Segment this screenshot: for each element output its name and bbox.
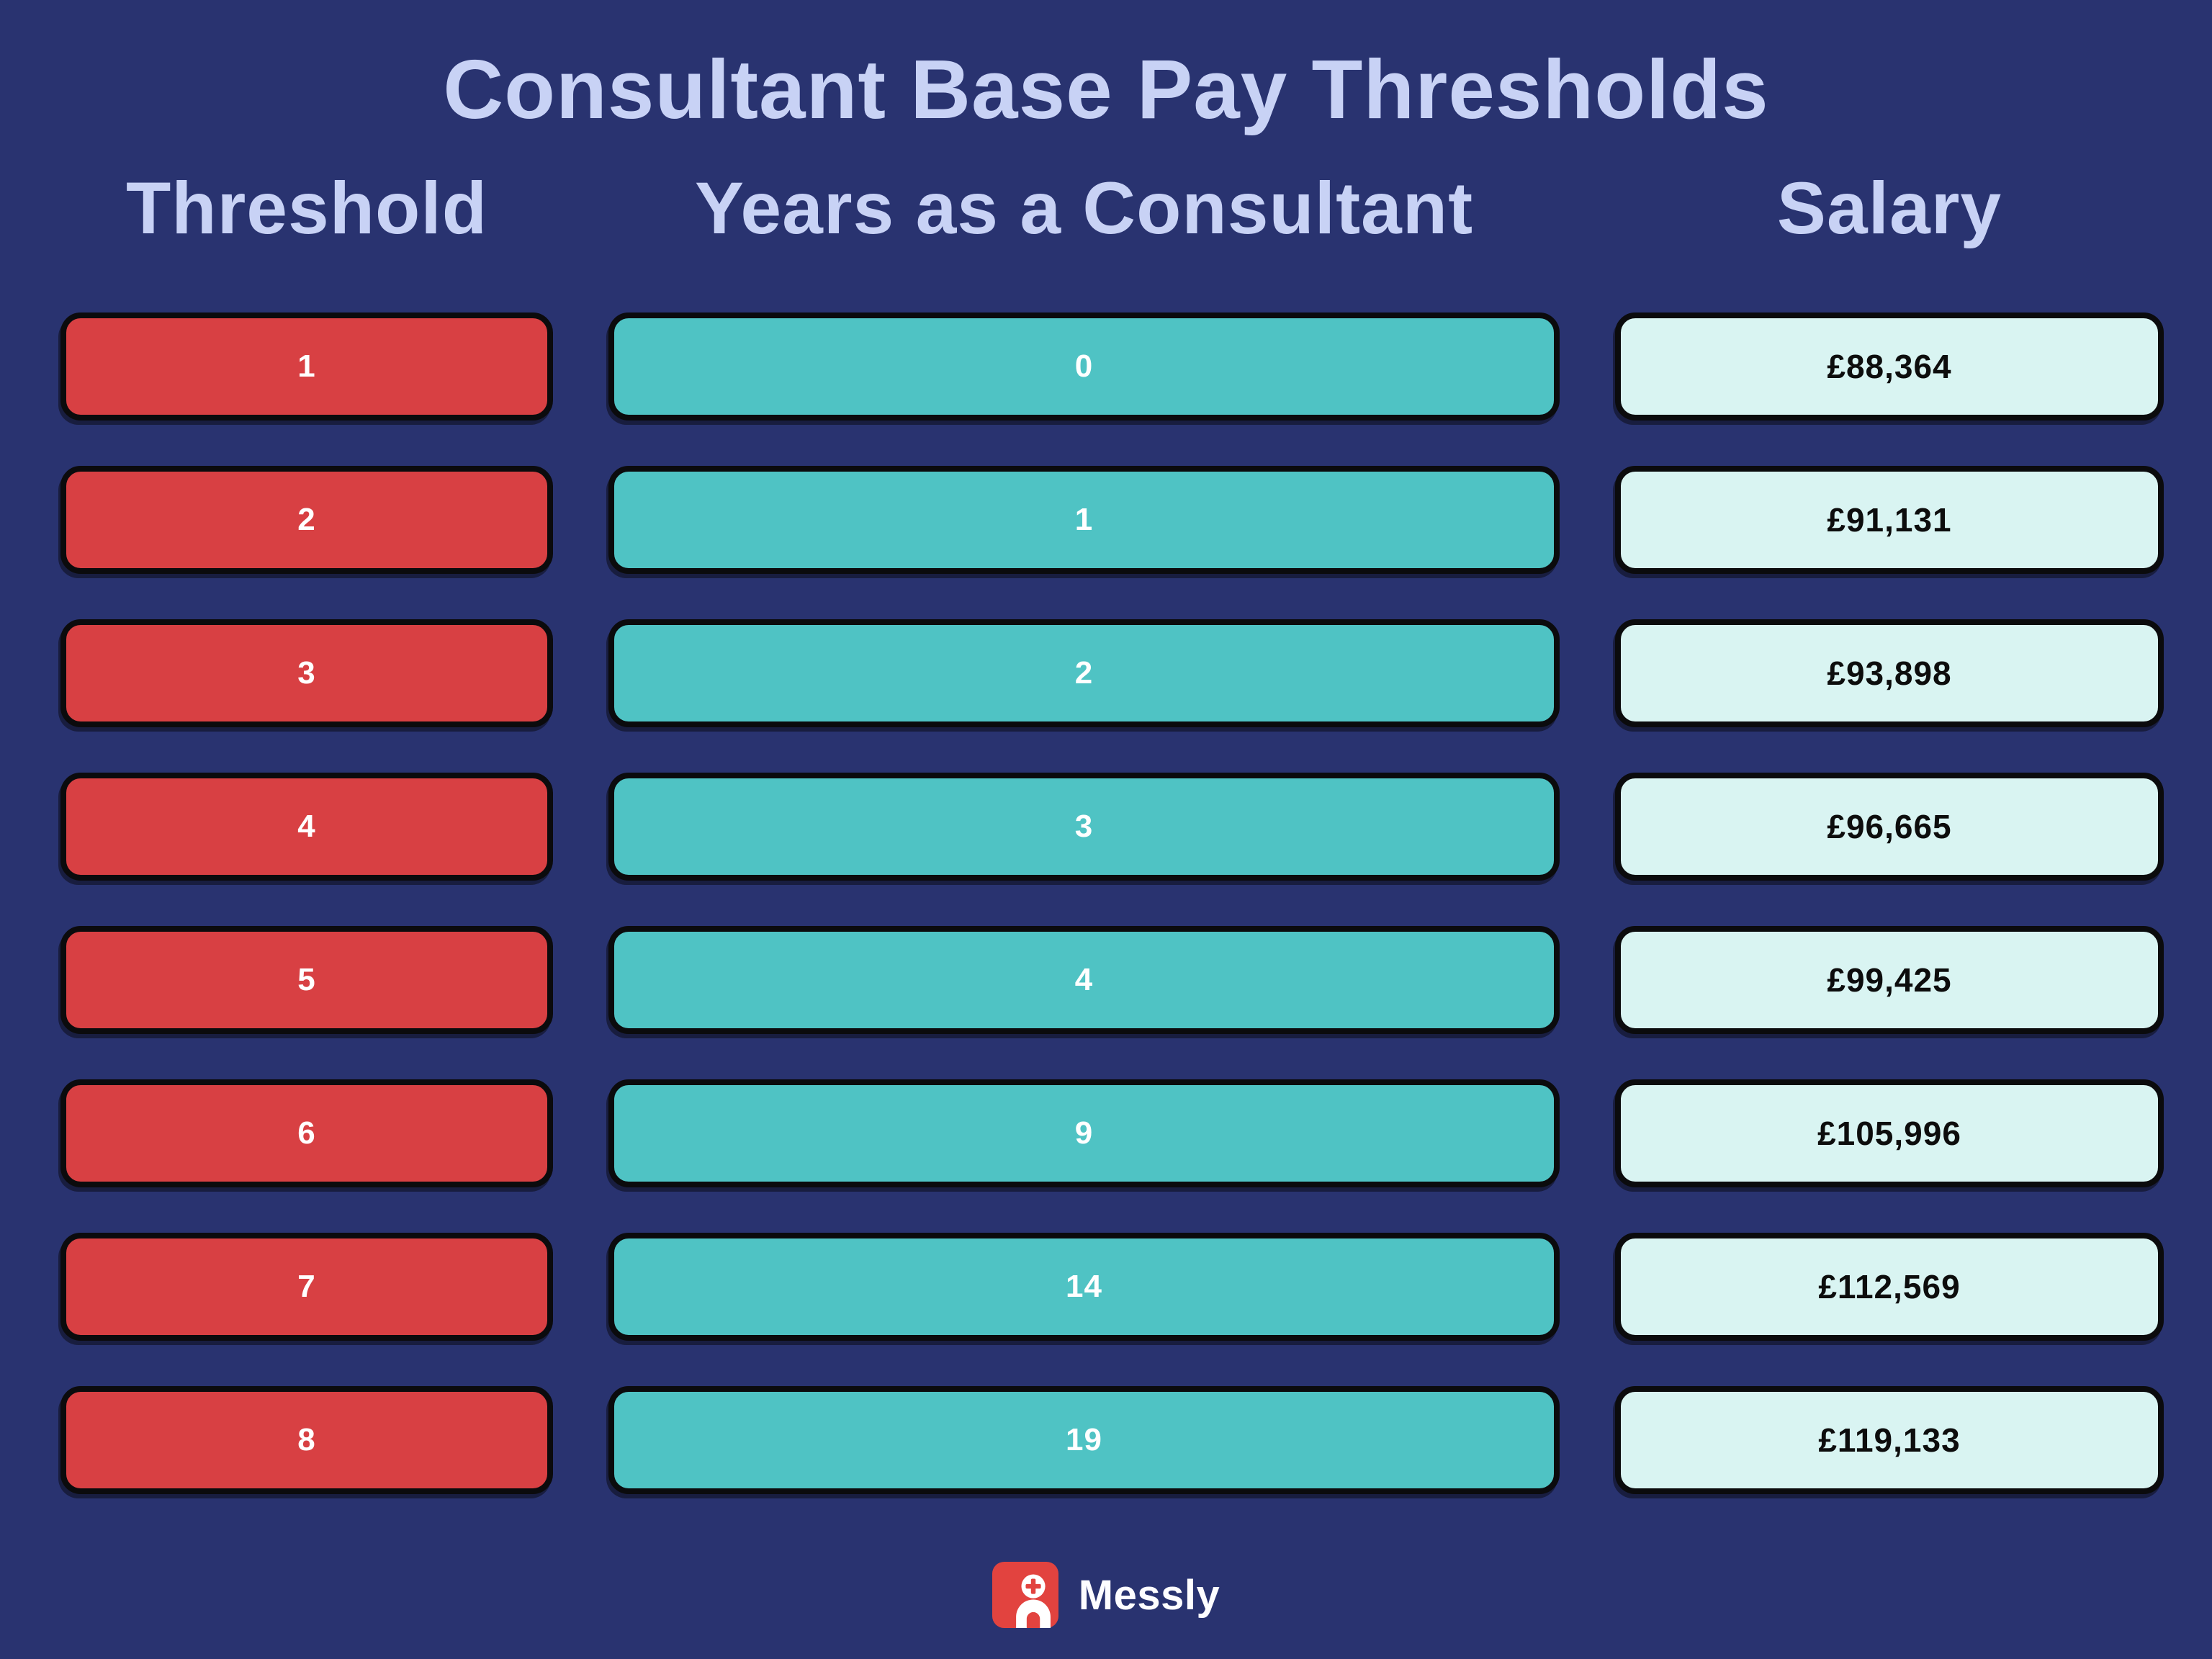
column-header-threshold: Threshold xyxy=(125,167,488,249)
table-row: 5 4 £99,425 xyxy=(0,926,2212,1035)
table-row: 4 3 £96,665 xyxy=(0,773,2212,881)
threshold-cell: 4 xyxy=(60,773,553,881)
salary-cell: £96,665 xyxy=(1615,773,2164,881)
column-header-years: Years as a Consultant xyxy=(694,167,1474,249)
table-row: 8 19 £119,133 xyxy=(0,1386,2212,1495)
salary-cell: £112,569 xyxy=(1615,1233,2164,1341)
salary-cell: £88,364 xyxy=(1615,313,2164,421)
salary-cell: £91,131 xyxy=(1615,466,2164,575)
brand-footer: Messly xyxy=(0,1562,2212,1629)
page-title: Consultant Base Pay Thresholds xyxy=(443,42,1769,136)
threshold-cell: 1 xyxy=(60,313,553,421)
table-row: 6 9 £105,996 xyxy=(0,1079,2212,1188)
threshold-cell: 5 xyxy=(60,926,553,1035)
years-cell: 1 xyxy=(608,466,1560,575)
years-cell: 9 xyxy=(608,1079,1560,1188)
threshold-cell: 2 xyxy=(60,466,553,575)
table-body: 1 0 £88,364 2 1 £91,131 3 2 £93,898 4 3 £96,665 5 4 £9… xyxy=(0,313,2212,1495)
salary-cell: £93,898 xyxy=(1615,619,2164,728)
years-cell: 4 xyxy=(608,926,1560,1035)
salary-cell: £99,425 xyxy=(1615,926,2164,1035)
messly-logo-icon xyxy=(992,1562,1058,1629)
years-cell: 0 xyxy=(608,313,1560,421)
column-header-salary: Salary xyxy=(1776,167,2002,249)
salary-cell: £105,996 xyxy=(1615,1079,2164,1188)
brand-name: Messly xyxy=(1078,1571,1220,1619)
years-cell: 19 xyxy=(608,1386,1560,1495)
column-headers: Threshold Years as a Consultant Salary xyxy=(0,168,2212,248)
threshold-cell: 3 xyxy=(60,619,553,728)
table-row: 1 0 £88,364 xyxy=(0,313,2212,421)
threshold-cell: 6 xyxy=(60,1079,553,1188)
years-cell: 3 xyxy=(608,773,1560,881)
threshold-cell: 8 xyxy=(60,1386,553,1495)
table-row: 2 1 £91,131 xyxy=(0,466,2212,575)
table-row: 7 14 £112,569 xyxy=(0,1233,2212,1341)
salary-cell: £119,133 xyxy=(1615,1386,2164,1495)
years-cell: 2 xyxy=(608,619,1560,728)
table-row: 3 2 £93,898 xyxy=(0,619,2212,728)
threshold-cell: 7 xyxy=(60,1233,553,1341)
years-cell: 14 xyxy=(608,1233,1560,1341)
